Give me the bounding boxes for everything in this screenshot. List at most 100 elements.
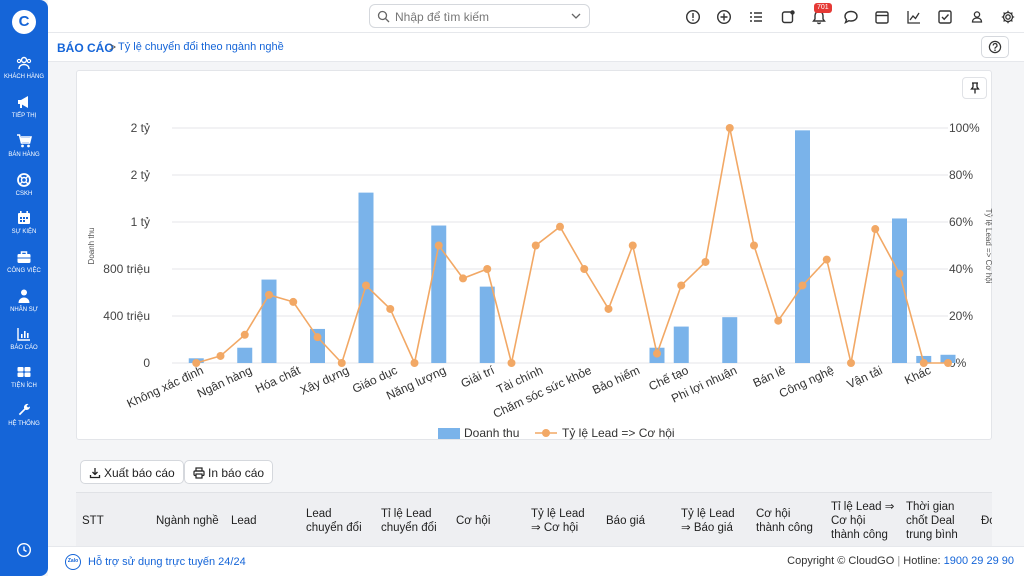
clock-icon[interactable] bbox=[16, 542, 32, 558]
person-icon bbox=[18, 289, 30, 303]
search-icon bbox=[377, 10, 390, 23]
sidebar-item-support[interactable]: CSKH bbox=[0, 172, 48, 208]
sidebar-item-system[interactable]: HỆ THỐNG bbox=[0, 402, 48, 438]
table-header-cell[interactable]: Ngành nghề bbox=[156, 514, 219, 528]
bar bbox=[722, 317, 738, 363]
sidebar-item-customers[interactable]: KHÁCH HÀNG bbox=[0, 55, 48, 91]
export-report-label: Xuất báo cáo bbox=[104, 466, 175, 480]
x-tick-label: Ngân hàng bbox=[195, 363, 254, 401]
table-header-text: Tỉ lệ Lead bbox=[381, 508, 432, 520]
sidebar-item-tasks[interactable]: CÔNG VIỆC bbox=[0, 249, 48, 285]
sidebar-item-marketing[interactable]: TIẾP THỊ bbox=[0, 94, 48, 130]
print-report-label: In báo cáo bbox=[208, 466, 265, 480]
sidebar-item-label: CÔNG VIỆC bbox=[7, 268, 41, 274]
bar bbox=[479, 286, 495, 363]
copyright: Copyright © CloudGO | Hotline: 1900 29 2… bbox=[787, 555, 1014, 567]
customers-icon bbox=[16, 56, 32, 70]
chart-card: 0 400 triệu 800 triệu 1 tỷ 2 tỷ 2 tỷ 0% 20% 40% 6… bbox=[76, 70, 993, 440]
line-point bbox=[265, 290, 273, 299]
line-point bbox=[701, 257, 710, 266]
line-point bbox=[628, 241, 637, 250]
table-header-text: Cơ hội bbox=[831, 515, 866, 527]
help-button[interactable] bbox=[981, 36, 1009, 58]
breadcrumb-root[interactable]: BÁO CÁO bbox=[57, 41, 114, 55]
line-point bbox=[847, 359, 855, 367]
table-header-cell[interactable]: Đơ bbox=[981, 514, 992, 528]
table-header-cell[interactable]: Thời gian chốt Deal trung bình bbox=[906, 500, 958, 542]
line-point bbox=[216, 351, 225, 360]
legend-swatch-bar bbox=[438, 428, 460, 439]
line-point bbox=[774, 316, 783, 325]
y2-tick-label: 40% bbox=[949, 262, 973, 276]
print-report-button[interactable]: In báo cáo bbox=[184, 460, 274, 484]
user-icon[interactable] bbox=[969, 9, 985, 25]
table-header-text: chốt Deal bbox=[906, 515, 955, 527]
y2-tick-label: 20% bbox=[949, 309, 973, 323]
search-input[interactable]: Nhập để tìm kiếm bbox=[395, 10, 490, 24]
pin-icon bbox=[970, 82, 980, 94]
export-report-button[interactable]: Xuất báo cáo bbox=[80, 460, 184, 484]
table-header-cell[interactable]: Báo giá bbox=[606, 514, 645, 528]
sidebar-item-utilities[interactable]: TIỆN ÍCH bbox=[0, 364, 48, 400]
table-header-cell[interactable]: Tỷ lệ Lead ⇒ Báo giá bbox=[681, 507, 735, 535]
chevron-down-icon[interactable] bbox=[571, 12, 581, 20]
y2-tick-label: 100% bbox=[949, 121, 980, 135]
x-tick-label: Không xác định bbox=[125, 363, 206, 411]
line-point bbox=[895, 269, 904, 278]
sidebar-item-label: SỰ KIỆN bbox=[11, 229, 37, 235]
x-tick-label: Xây dựng bbox=[298, 363, 351, 398]
table-header-text: chuyển đổi bbox=[306, 522, 362, 534]
gear-icon[interactable] bbox=[1000, 9, 1016, 25]
table-header-text: Báo giá bbox=[606, 515, 646, 527]
bar bbox=[795, 130, 810, 363]
page-title: Tỷ lệ chuyển đổi theo ngành nghề bbox=[118, 41, 284, 53]
bar bbox=[892, 218, 907, 363]
checkbox-icon[interactable] bbox=[937, 9, 953, 25]
list-icon[interactable] bbox=[748, 9, 764, 25]
line-point bbox=[798, 281, 807, 290]
line-point bbox=[410, 359, 419, 367]
notification-badge: 701 bbox=[814, 3, 832, 13]
sidebar-item-events[interactable]: SỰ KIỆN bbox=[0, 210, 48, 246]
breadcrumb-separator: > bbox=[109, 40, 117, 54]
alert-icon[interactable] bbox=[685, 9, 701, 25]
report-icon bbox=[17, 328, 30, 341]
table-header-cell[interactable]: Tỷ lệ Lead ⇒ Cơ hội bbox=[531, 507, 585, 535]
sidebar-item-hr[interactable]: NHÂN SỰ bbox=[0, 288, 48, 324]
zalo-icon[interactable]: Zalo bbox=[65, 554, 81, 570]
table-header-cell[interactable]: Lead bbox=[231, 514, 257, 528]
pin-button[interactable] bbox=[962, 77, 987, 99]
line-point bbox=[313, 333, 322, 342]
table-header-cell[interactable]: Lead chuyển đổi bbox=[306, 507, 362, 535]
table-header-text: ⇒ Báo giá bbox=[681, 522, 733, 534]
footer: Zalo Hỗ trợ sử dụng trực tuyến 24/24 Cop… bbox=[48, 546, 1024, 576]
table-header-text: Lead bbox=[306, 508, 332, 520]
y-axis-title: Doanh thu bbox=[87, 228, 96, 265]
hotline-number[interactable]: 1900 29 29 90 bbox=[943, 555, 1014, 567]
table-header-cell[interactable]: Cơ hội thành công bbox=[756, 507, 813, 535]
line-point bbox=[919, 359, 928, 367]
chat-icon[interactable] bbox=[843, 9, 859, 25]
table-header-cell[interactable]: Tỉ lệ Lead chuyển đổi bbox=[381, 507, 437, 535]
table-header-cell[interactable]: Tỉ lệ Lead ⇒ Cơ hội thành công bbox=[831, 500, 894, 542]
app-logo[interactable]: C bbox=[12, 10, 36, 34]
table-header-cell[interactable]: STT bbox=[82, 514, 104, 528]
search-box[interactable]: Nhập để tìm kiếm bbox=[369, 4, 590, 28]
sidebar-item-reports[interactable]: BÁO CÁO bbox=[0, 326, 48, 362]
calendar-icon[interactable] bbox=[874, 9, 890, 25]
megaphone-icon bbox=[18, 96, 28, 108]
y-tick-label: 1 tỷ bbox=[131, 215, 150, 229]
bar bbox=[358, 192, 374, 363]
bar bbox=[673, 326, 689, 363]
y-tick-label: 0 bbox=[143, 356, 150, 370]
y-tick-label: 400 triệu bbox=[103, 309, 150, 323]
refresh-task-icon[interactable] bbox=[780, 9, 796, 25]
x-tick-label: Giải trí bbox=[459, 363, 498, 391]
table-header-text: Tỉ lệ Lead ⇒ bbox=[831, 501, 895, 513]
sidebar: C KHÁCH HÀNG TIẾP THỊ BÁN HÀNG CSKH SỰ K… bbox=[0, 0, 48, 576]
table-header-cell[interactable]: Cơ hội bbox=[456, 514, 490, 528]
line-chart-icon[interactable] bbox=[906, 9, 922, 25]
add-icon[interactable] bbox=[716, 9, 732, 25]
support-link[interactable]: Hỗ trợ sử dụng trực tuyến 24/24 bbox=[88, 556, 246, 568]
sidebar-item-sales[interactable]: BÁN HÀNG bbox=[0, 133, 48, 169]
